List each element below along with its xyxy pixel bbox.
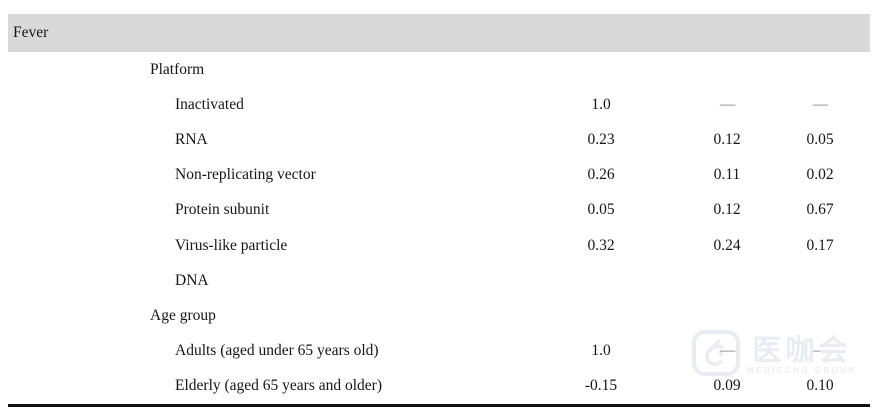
cell-value: 0.24 bbox=[713, 236, 741, 254]
fever-header-row: Fever bbox=[8, 14, 870, 52]
cell-value: 0.10 bbox=[806, 377, 834, 395]
cell-value: 0.12 bbox=[713, 130, 741, 148]
table-bottom-rule bbox=[8, 404, 870, 407]
cell-value: — bbox=[719, 95, 736, 113]
cell-value: 0.17 bbox=[806, 236, 834, 254]
table-row-virus-like-particle: Virus-like particle 0.32 0.24 0.17 bbox=[0, 228, 884, 263]
section-label: Age group bbox=[150, 306, 216, 324]
fever-header-label: Fever bbox=[13, 24, 49, 41]
cell-value: 0.11 bbox=[713, 166, 741, 184]
cell-value: 1.0 bbox=[591, 342, 611, 360]
row-label: Protein subunit bbox=[175, 201, 270, 219]
section-label: Platform bbox=[150, 60, 205, 78]
row-label: Inactivated bbox=[175, 95, 244, 113]
row-label: Adults (aged under 65 years old) bbox=[175, 342, 379, 360]
row-label: RNA bbox=[175, 130, 208, 148]
table-row-section-age-group: Age group bbox=[0, 298, 884, 333]
cell-value: 0.67 bbox=[806, 201, 834, 219]
cell-value: 0.26 bbox=[587, 166, 615, 184]
cell-value: 0.12 bbox=[713, 201, 741, 219]
table-row-protein-subunit: Protein subunit 0.05 0.12 0.67 bbox=[0, 193, 884, 228]
cell-value: 0.05 bbox=[806, 130, 834, 148]
cell-value: 0.05 bbox=[587, 201, 615, 219]
cell-value: 1.0 bbox=[591, 95, 611, 113]
table-body: Platform Inactivated 1.0 — — RNA 0.23 0.… bbox=[0, 52, 884, 404]
cell-value: -0.15 bbox=[584, 377, 618, 395]
table-row-rna: RNA 0.23 0.12 0.05 bbox=[0, 122, 884, 157]
cell-value: 0.23 bbox=[587, 130, 615, 148]
table-row-elderly: Elderly (aged 65 years and older) -0.15 … bbox=[0, 369, 884, 404]
table-row-adults: Adults (aged under 65 years old) 1.0 — — bbox=[0, 334, 884, 369]
row-label: DNA bbox=[175, 271, 209, 289]
table-row-non-replicating-vector: Non-replicating vector 0.26 0.11 0.02 bbox=[0, 158, 884, 193]
row-label: Virus-like particle bbox=[175, 236, 288, 254]
cell-value: — bbox=[812, 342, 829, 360]
table-row-section-platform: Platform bbox=[0, 52, 884, 87]
cell-value: 0.09 bbox=[713, 377, 741, 395]
table-row-inactivated: Inactivated 1.0 — — bbox=[0, 87, 884, 122]
table-row-dna: DNA bbox=[0, 263, 884, 298]
row-label: Non-replicating vector bbox=[175, 166, 316, 184]
cell-value: — bbox=[812, 95, 829, 113]
cell-value: 0.02 bbox=[806, 166, 834, 184]
cell-value: 0.32 bbox=[587, 236, 615, 254]
row-label: Elderly (aged 65 years and older) bbox=[175, 377, 383, 395]
